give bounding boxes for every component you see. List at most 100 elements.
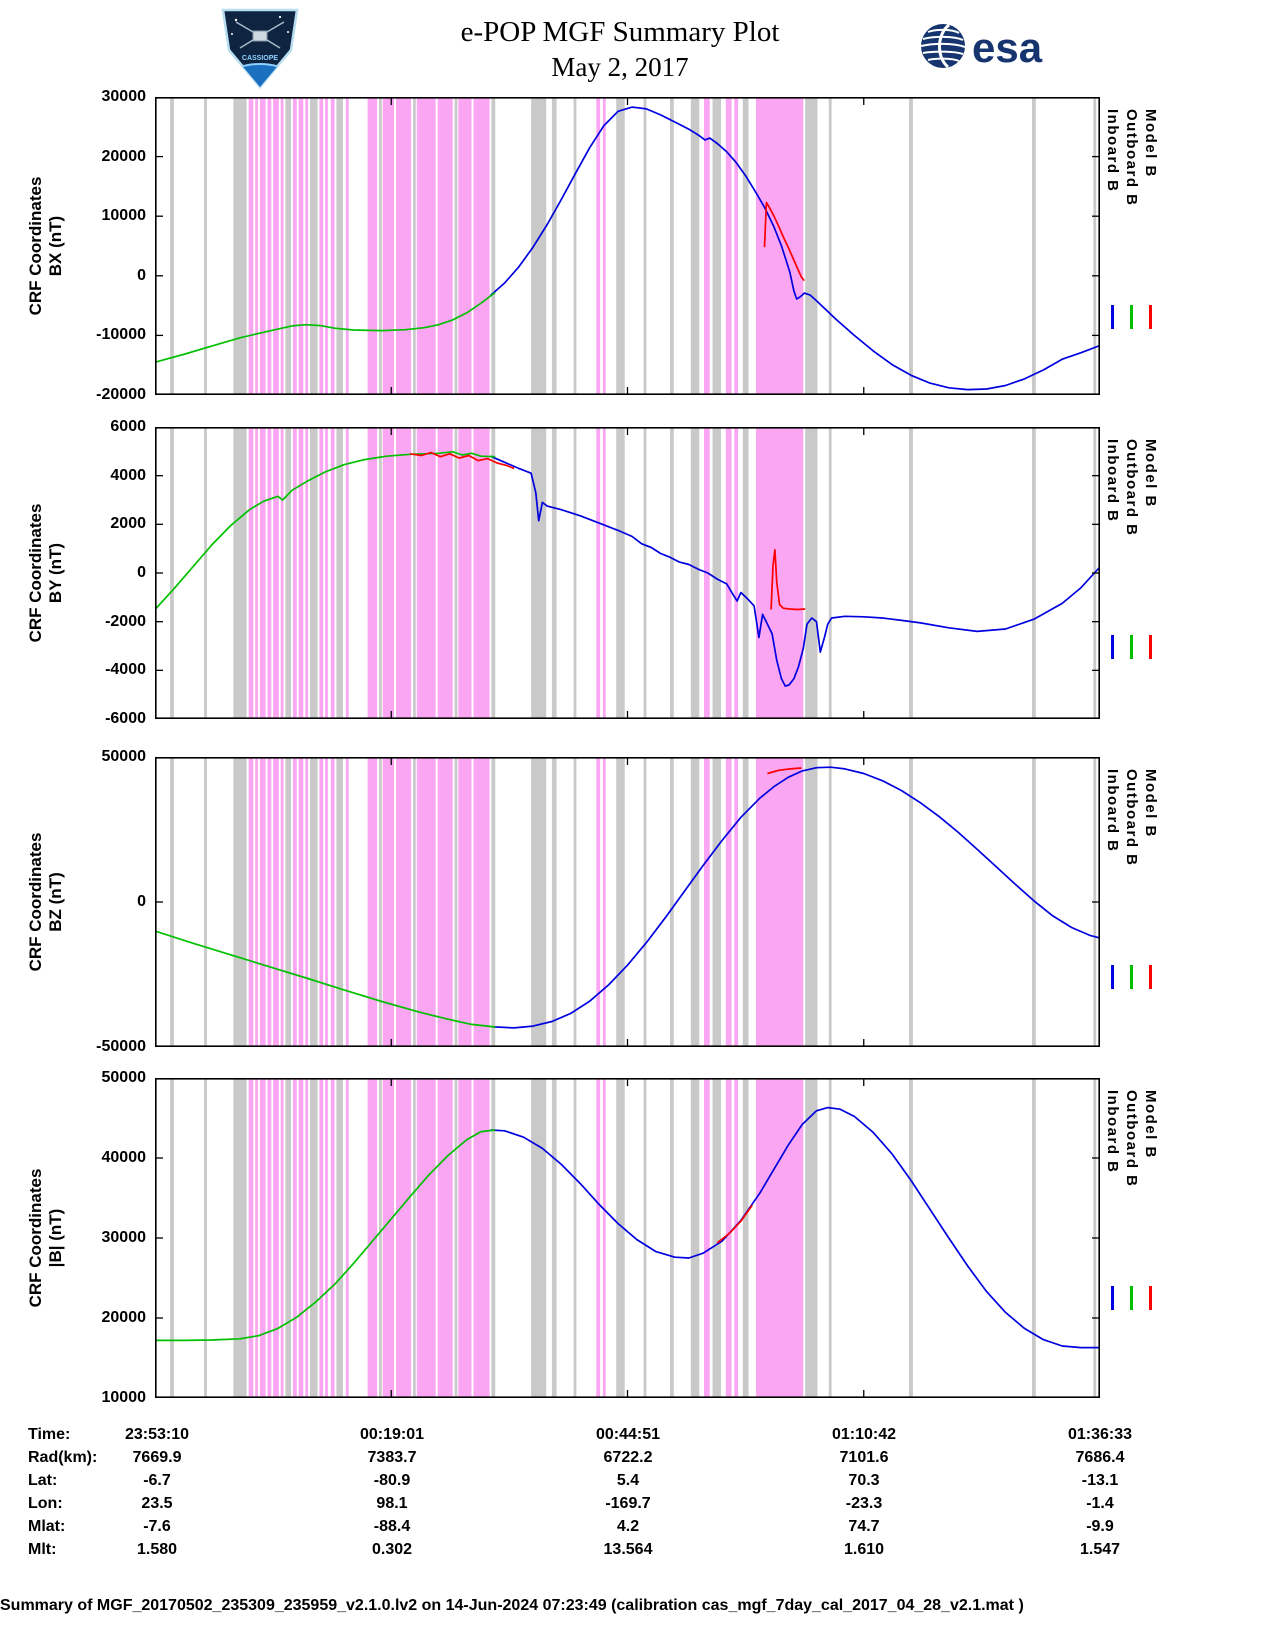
- legend-color-dash-model: [1149, 635, 1152, 659]
- activity-band-gray: [379, 428, 382, 718]
- activity-band-magenta: [330, 1079, 335, 1397]
- page-date: May 2, 2017: [551, 52, 689, 82]
- activity-band-magenta: [319, 758, 324, 1046]
- activity-band-magenta: [416, 428, 436, 718]
- activity-band-gray: [805, 758, 818, 1046]
- activity-band-gray: [909, 1079, 913, 1397]
- activity-band-gray: [531, 758, 547, 1046]
- activity-band-gray: [573, 758, 577, 1046]
- cell: -9.9: [1086, 1518, 1114, 1535]
- activity-band-magenta: [458, 98, 472, 394]
- y-tick-label: 6000: [110, 418, 146, 435]
- cell: 5.4: [616, 1472, 640, 1489]
- series-model-b: [770, 549, 806, 611]
- activity-band-magenta: [280, 428, 284, 718]
- activity-band-magenta: [325, 98, 328, 394]
- activity-band-magenta: [725, 98, 732, 394]
- legend-color-dash-outboard: [1130, 965, 1133, 989]
- cell: -6.7: [143, 1472, 171, 1489]
- activity-band-magenta: [473, 1079, 490, 1397]
- activity-band-gray: [690, 98, 700, 394]
- activity-band-magenta: [330, 758, 335, 1046]
- row-label: Lon:: [28, 1495, 63, 1512]
- legend-color-dash-model: [1149, 965, 1152, 989]
- activity-band-gray: [454, 758, 458, 1046]
- activity-band-gray: [909, 428, 913, 718]
- cell: 23:53:10: [124, 1426, 190, 1443]
- activity-band-gray: [616, 1079, 625, 1397]
- activity-band-magenta: [382, 98, 394, 394]
- activity-band-magenta: [293, 758, 297, 1046]
- activity-band-gray: [690, 1079, 700, 1397]
- cell: 01:36:33: [1067, 1426, 1133, 1443]
- activity-band-magenta: [298, 98, 304, 394]
- activity-band-magenta: [273, 428, 279, 718]
- y-tick-labels: 6000 4000 2000 0 -2000 -4000 -6000: [62, 418, 148, 727]
- activity-band-gray: [413, 758, 416, 1046]
- activity-band-magenta: [704, 1079, 710, 1397]
- y-tick-label: 20000: [101, 147, 147, 165]
- legend-item-inboard: Inboard B: [1104, 769, 1122, 1059]
- activity-band-magenta: [305, 758, 309, 1046]
- ephemeris-row-rad-km: Rad(km): 7669.9 7383.7 6722.2 7101.6 7686.4: [0, 1449, 1275, 1471]
- activity-band-magenta: [596, 428, 601, 718]
- activity-band-magenta: [255, 758, 258, 1046]
- activity-band-magenta: [734, 428, 739, 718]
- legend-color-dash-model: [1149, 1286, 1152, 1310]
- esa-emblem-icon: [920, 23, 966, 69]
- activity-band-magenta: [382, 428, 394, 718]
- activity-band-magenta: [596, 758, 601, 1046]
- ephemeris-row-lat: Lat: -6.7 -80.9 5.4 70.3 -13.1: [0, 1472, 1275, 1494]
- activity-band-gray: [805, 1079, 818, 1397]
- panel-by: CRF Coordinates BY (nT) 6000 4000 2000 0 -20…: [0, 418, 1275, 727]
- activity-band-magenta: [458, 758, 472, 1046]
- activity-band-gray: [204, 428, 207, 718]
- series-model-b: [763, 201, 805, 282]
- y-tick-labels: 30000 20000 10000 0 -10000 -20000: [62, 88, 148, 403]
- y-tick-label: 0: [137, 266, 146, 284]
- activity-band-gray: [1032, 428, 1036, 718]
- activity-band-magenta: [734, 758, 739, 1046]
- panel-bx: CRF Coordinates BX (nT) 30000 20000 10000 0…: [0, 88, 1275, 403]
- activity-band-gray: [712, 428, 721, 718]
- series-inboard-b: [489, 106, 1100, 391]
- y-axis-label-line1: CRF Coordinates: [26, 503, 45, 643]
- legend-color-dash-outboard: [1130, 305, 1133, 329]
- activity-band-magenta: [602, 428, 606, 718]
- activity-band-gray: [285, 428, 292, 718]
- cell: 23.5: [141, 1495, 173, 1512]
- series-model-b: [410, 451, 515, 470]
- y-axis-label-line1: CRF Coordinates: [26, 176, 45, 316]
- patch-satellite: [235, 21, 285, 49]
- activity-band-gray: [616, 758, 625, 1046]
- plot-area: [155, 97, 1100, 395]
- activity-band-gray: [310, 98, 318, 394]
- cell: -1.4: [1086, 1495, 1114, 1512]
- activity-band-gray: [670, 758, 674, 1046]
- activity-band-magenta: [345, 1079, 349, 1397]
- esa-logo: esa: [920, 23, 1043, 71]
- row-label: Rad(km):: [28, 1449, 98, 1466]
- y-axis-label: CRF Coordinates BX (nT): [26, 97, 66, 395]
- activity-band-gray: [310, 1079, 318, 1397]
- legend-item-model: Model B: [1142, 439, 1160, 731]
- activity-band-magenta: [325, 1079, 328, 1397]
- activity-band-gray: [712, 98, 721, 394]
- activity-band-gray: [643, 758, 647, 1046]
- activity-band-magenta: [273, 1079, 279, 1397]
- legend-color-dash-inboard: [1111, 1286, 1114, 1310]
- legend-label: Inboard B: [1104, 769, 1121, 853]
- y-tick-label: 0: [137, 893, 146, 910]
- y-axis-label: CRF Coordinates |B| (nT): [26, 1078, 66, 1398]
- activity-band-magenta: [345, 758, 349, 1046]
- activity-band-gray: [643, 98, 647, 394]
- series-legend: Inboard B Outboard B Model B: [1104, 757, 1168, 1047]
- y-tick-label: 30000: [101, 88, 147, 105]
- activity-band-magenta: [416, 98, 436, 394]
- row-label: Lat:: [28, 1472, 58, 1489]
- activity-band-gray: [643, 428, 647, 718]
- y-tick-label: 50000: [101, 1069, 147, 1086]
- y-tick-label: 20000: [101, 1309, 147, 1326]
- activity-band-gray: [616, 428, 625, 718]
- series-legend: Inboard B Outboard B Model B: [1104, 427, 1168, 719]
